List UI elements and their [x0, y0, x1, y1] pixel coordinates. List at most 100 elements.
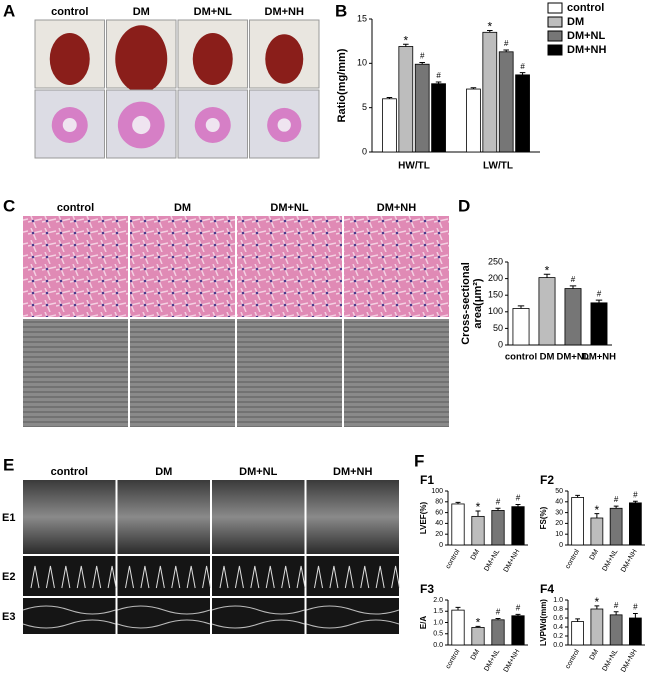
ecg [30, 565, 117, 589]
x-tick-label: DM [470, 648, 482, 661]
legend-label: DM+NL [567, 30, 605, 42]
chart-title: F3 [420, 582, 434, 596]
x-tick-label: DM [589, 548, 601, 561]
echo [23, 480, 116, 554]
lumen [132, 115, 151, 135]
significance: # [633, 490, 638, 499]
x-tick-label: control [564, 548, 581, 570]
bar [571, 497, 584, 546]
y-axis-label: area(μm²) [472, 278, 484, 328]
x-tick-label: control [445, 648, 462, 670]
y-tick-label: 5 [362, 102, 367, 112]
y-tick-label: 0.5 [433, 631, 443, 638]
bar [382, 98, 397, 153]
y-axis-label: LVPWd(mm) [539, 599, 548, 646]
bar [538, 277, 556, 346]
column-label: DM+NH [377, 202, 416, 214]
x-tick-label: DM+NH [503, 548, 522, 573]
error-bar [487, 30, 493, 33]
significance: # [597, 289, 602, 298]
y-tick-label: 0 [498, 339, 503, 349]
legend-label: control [567, 2, 604, 14]
y-tick-label: 0.0 [433, 642, 443, 649]
column-label: control [51, 6, 88, 18]
panel-letter: E [3, 455, 14, 474]
micrograph [344, 319, 449, 427]
y-tick-label: 50 [493, 323, 503, 333]
column-label: control [51, 466, 88, 478]
y-tick-label: 150 [488, 290, 503, 300]
error-bar [519, 72, 526, 75]
error-bar [435, 81, 442, 84]
error-bar [495, 507, 501, 511]
chart-title: F1 [420, 473, 434, 487]
x-tick-label: control [505, 352, 537, 363]
lumen [277, 118, 291, 132]
error-bar [495, 617, 501, 620]
x-tick-label: DM [470, 548, 482, 561]
x-tick-label: DM [540, 352, 555, 363]
legend-label: DM+NH [567, 44, 606, 56]
y-tick-label: 15 [357, 13, 367, 23]
micrograph [23, 216, 128, 317]
y-tick-label: 30 [555, 509, 563, 516]
heart [115, 25, 168, 93]
significance: # [633, 603, 638, 612]
bar [431, 83, 446, 153]
error-bar [569, 285, 577, 289]
bar [564, 288, 582, 346]
column-label: DM+NH [265, 6, 304, 18]
error-bar [455, 501, 461, 504]
echo [212, 556, 305, 596]
error-bar [632, 613, 638, 618]
column-label: DM+NL [239, 466, 277, 478]
error-bar [595, 299, 603, 303]
error-bar [613, 505, 619, 509]
bar [629, 617, 642, 646]
panel-letter: C [3, 196, 15, 215]
significance: * [476, 500, 481, 514]
micrograph [344, 216, 449, 317]
x-tick-label: DM+NL [483, 648, 501, 672]
ecg [125, 565, 212, 589]
error-bar [575, 494, 581, 498]
y-tick-label: 200 [488, 273, 503, 283]
significance: * [595, 503, 600, 517]
micrograph [130, 319, 235, 427]
bar [590, 608, 604, 646]
significance: * [403, 33, 408, 47]
echo [117, 556, 210, 596]
micrograph [237, 216, 342, 317]
y-tick-label: 0 [559, 542, 563, 549]
row-label: E1 [2, 512, 15, 524]
error-bar [403, 43, 409, 47]
y-tick-label: 20 [555, 520, 563, 527]
y-tick-label: 40 [555, 499, 563, 506]
y-tick-label: 1.0 [433, 619, 443, 626]
column-label: DM+NL [194, 6, 232, 18]
heart [265, 34, 304, 84]
y-tick-label: 0.4 [553, 624, 563, 631]
error-bar [515, 613, 521, 616]
micrograph [237, 319, 342, 427]
y-axis-label: Ratio(mg/mm) [336, 48, 348, 122]
ecg [314, 565, 401, 589]
significance: # [420, 52, 425, 61]
error-bar [575, 618, 581, 622]
legend-label: DM [567, 16, 584, 28]
mmode [211, 605, 305, 629]
bar [511, 506, 525, 546]
column-label: DM+NL [270, 202, 308, 214]
significance: # [516, 494, 521, 503]
bar [609, 507, 623, 546]
x-tick-label: DM [589, 648, 601, 661]
mmode [117, 605, 211, 629]
y-tick-label: 0.8 [553, 606, 563, 613]
bar [498, 51, 514, 153]
error-bar [386, 96, 393, 99]
x-tick-label: DM+NL [601, 548, 619, 572]
legend-swatch [547, 16, 563, 28]
error-bar [594, 605, 600, 609]
significance: # [496, 608, 501, 617]
